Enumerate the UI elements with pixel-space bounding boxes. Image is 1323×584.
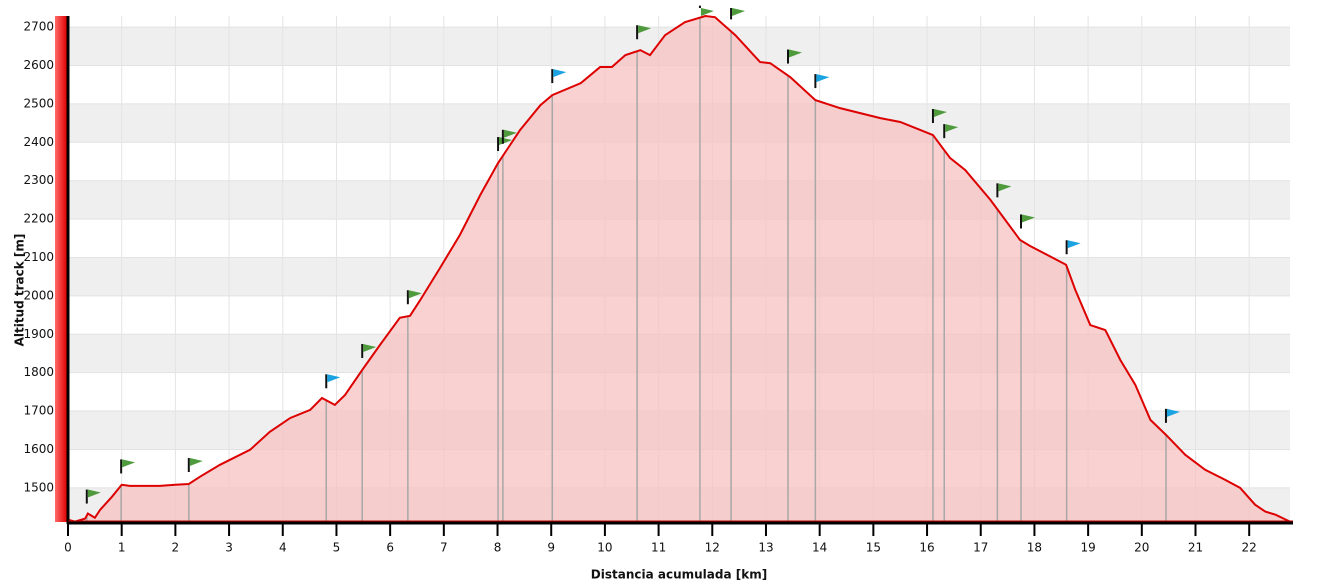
waypoint-flag [816, 74, 830, 83]
y-tick-label: 2100 [23, 250, 54, 264]
waypoint-flag [189, 457, 203, 466]
x-tick-label: 12 [705, 541, 720, 555]
x-axis-title: Distancia acumulada [km] [591, 568, 767, 582]
elevation-line [67, 14, 1291, 523]
x-tick-label: 7 [440, 541, 448, 555]
waypoint-flag [87, 489, 101, 498]
x-tick-label: 6 [386, 541, 394, 555]
x-tick-label: 19 [1080, 541, 1095, 555]
x-tick-label: 3 [225, 541, 233, 555]
x-tick-label: 2 [172, 541, 180, 555]
y-tick-label: 2200 [23, 212, 54, 226]
waypoint-flag [1067, 240, 1081, 249]
y-tick-label: 2500 [23, 96, 54, 110]
waypoint-flag [363, 343, 377, 352]
y-tick-label: 2300 [23, 173, 54, 187]
waypoint-flag [553, 69, 567, 78]
y-axis-title: Altitud track [m] [13, 234, 27, 347]
waypoint-flag [1166, 408, 1180, 417]
waypoint-flag [1022, 214, 1036, 223]
waypoint-flag [933, 109, 947, 118]
x-tick-label: 17 [973, 541, 988, 555]
waypoint-flag [122, 459, 136, 468]
waypoint-flag [700, 8, 714, 16]
x-tick-label: 20 [1134, 541, 1149, 555]
waypoint-flag [638, 25, 652, 34]
waypoint-flag [945, 124, 959, 133]
y-tick-label: 2000 [23, 288, 54, 302]
y-tick-label: 2600 [23, 58, 54, 72]
x-tick-label: 9 [547, 541, 555, 555]
y-tick-label: 2400 [23, 135, 54, 149]
x-tick-label: 15 [866, 541, 881, 555]
x-tick-label: 18 [1027, 541, 1042, 555]
y-tick-label: 1500 [23, 480, 54, 494]
waypoint-flag [503, 129, 517, 138]
x-tick-label: 5 [333, 541, 341, 555]
y-tick-label: 1800 [23, 365, 54, 379]
elevation-area [68, 16, 1290, 522]
waypoint-flag [408, 290, 422, 299]
x-tick-label: 22 [1242, 541, 1257, 555]
x-tick-label: 16 [919, 541, 934, 555]
y-tick-label: 2700 [23, 20, 54, 34]
x-tick-label: 21 [1188, 541, 1203, 555]
x-tick-label: 13 [758, 541, 773, 555]
x-tick-label: 4 [279, 541, 287, 555]
x-tick-label: 14 [812, 541, 827, 555]
altitude-color-bar [55, 16, 67, 522]
x-tick-label: 10 [597, 541, 612, 555]
x-tick-label: 0 [64, 541, 72, 555]
waypoint-flag [998, 183, 1012, 192]
waypoint-flag [327, 374, 341, 383]
y-tick-label: 1900 [23, 327, 54, 341]
waypoint-flag [732, 8, 746, 16]
y-tick-label: 1700 [23, 404, 54, 418]
waypoint-flag [788, 49, 802, 58]
x-tick-label: 1 [118, 541, 126, 555]
y-tick-label: 1600 [23, 442, 54, 456]
x-tick-label: 8 [494, 541, 502, 555]
x-tick-label: 11 [651, 541, 666, 555]
